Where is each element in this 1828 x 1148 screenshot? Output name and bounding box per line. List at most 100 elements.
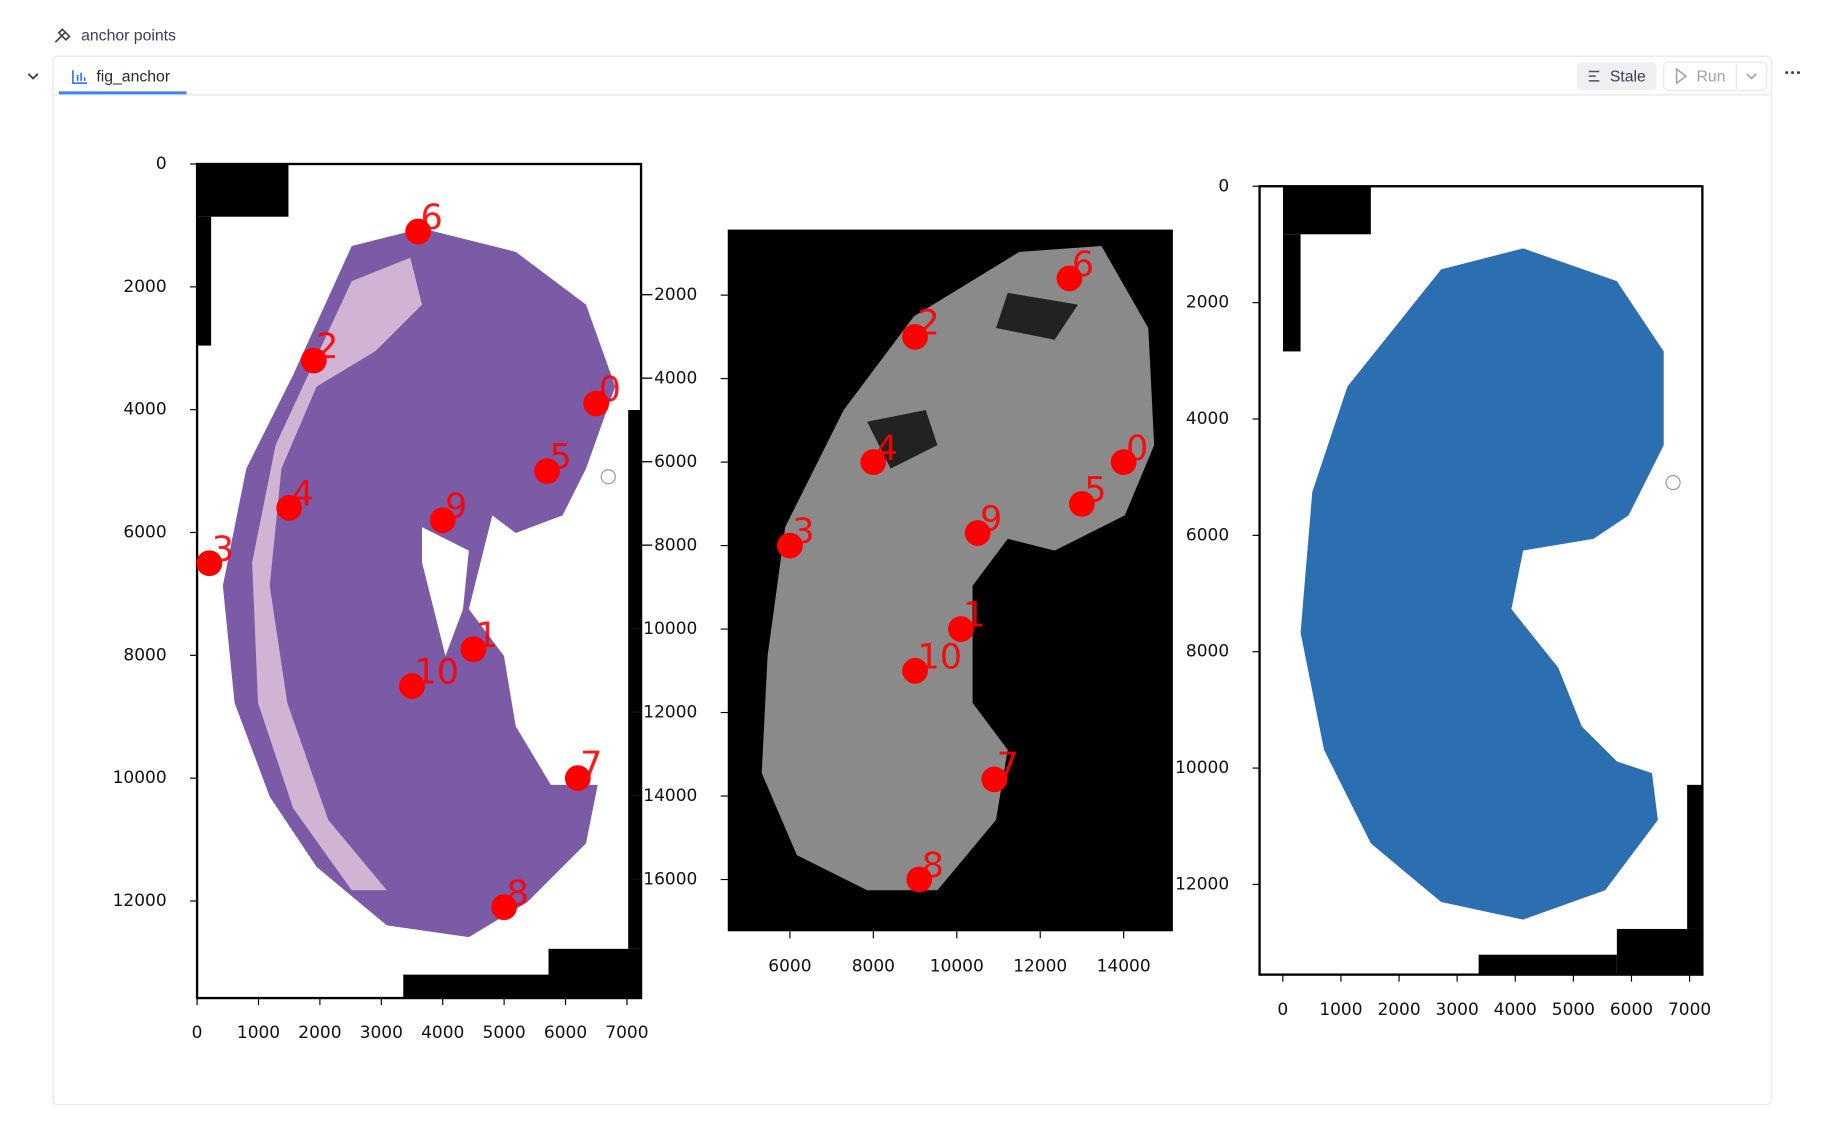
anchor-point xyxy=(399,673,425,699)
image-he xyxy=(195,162,643,1000)
point-label: 2 xyxy=(316,326,338,367)
y-tick-label: 2000 xyxy=(123,277,166,297)
x-tick-label: 7000 xyxy=(1668,1000,1711,1020)
anchor-point xyxy=(564,765,591,792)
y-tick-label: −12000 xyxy=(629,703,697,723)
point-label: 9 xyxy=(980,499,1002,540)
anchor-point xyxy=(902,323,928,350)
y-tick-label: −16000 xyxy=(629,870,697,890)
anchor-point xyxy=(196,550,223,577)
anchor-point xyxy=(777,532,803,559)
cell-card xyxy=(52,55,1773,1106)
y-tick-label: −6000 xyxy=(640,452,697,472)
anchor-point xyxy=(1110,449,1137,475)
x-tick-label: 2000 xyxy=(298,1023,341,1043)
anchor-point xyxy=(276,495,303,521)
anchor-point xyxy=(948,616,974,642)
x-tick-label: 4000 xyxy=(1494,1000,1537,1020)
y-tick-label: 8000 xyxy=(123,645,166,665)
point-label: 1 xyxy=(476,615,498,656)
stale-button[interactable] xyxy=(1577,62,1657,91)
cell-title: anchor points xyxy=(81,27,176,44)
anchor-point xyxy=(1069,490,1095,517)
y-tick-label: 6000 xyxy=(123,523,166,543)
x-tick-label: 7000 xyxy=(605,1023,648,1043)
chart-icon xyxy=(72,70,87,84)
tab-underline xyxy=(58,91,187,95)
x-tick-label: 1000 xyxy=(1319,1000,1362,1020)
point-label: 4 xyxy=(292,474,314,515)
y-tick-label: −8000 xyxy=(640,536,697,556)
point-label: 7 xyxy=(580,744,602,785)
more-menu[interactable] xyxy=(1785,71,1800,75)
point-label: 3 xyxy=(212,529,234,570)
point-label: 8 xyxy=(506,873,528,914)
y-tick-label: 0 xyxy=(156,154,167,174)
stale-label[interactable]: Stale xyxy=(1610,68,1646,85)
x-tick-label: 6000 xyxy=(768,956,811,976)
y-tick-label: −14000 xyxy=(629,786,697,806)
x-tick-label: 8000 xyxy=(852,956,895,976)
point-label: 7 xyxy=(997,745,1019,786)
stale-icon xyxy=(1588,70,1600,82)
x-tick-label: 6000 xyxy=(544,1023,587,1043)
point-label: 5 xyxy=(549,437,571,478)
hammer-icon xyxy=(54,28,71,43)
point-label: 2 xyxy=(917,303,939,344)
tab-label[interactable]: fig_anchor xyxy=(96,68,170,85)
y-tick-label: 0 xyxy=(1218,176,1229,196)
y-tick-label: −2000 xyxy=(640,285,697,305)
point-label: 6 xyxy=(1072,244,1094,285)
x-tick-label: 0 xyxy=(1277,1000,1288,1020)
x-tick-label: 5000 xyxy=(1552,1000,1595,1020)
point-label: 9 xyxy=(445,486,467,527)
point-label: 10 xyxy=(917,636,962,677)
anchor-point xyxy=(981,766,1008,793)
run-menu[interactable] xyxy=(1746,73,1757,80)
anchor-point xyxy=(300,347,327,374)
image-gray xyxy=(727,229,1173,932)
x-tick-label: 3000 xyxy=(360,1023,403,1043)
y-tick-label: 4000 xyxy=(123,400,166,420)
point-label: 6 xyxy=(420,197,442,238)
y-tick-label: −10000 xyxy=(629,619,697,639)
point-label: 0 xyxy=(599,369,621,410)
y-tick-label: 10000 xyxy=(1175,758,1229,778)
anchor-point xyxy=(491,894,518,921)
anchor-point xyxy=(906,866,933,893)
anchor-point xyxy=(534,458,560,484)
point-label: 3 xyxy=(792,511,814,552)
x-tick-label: 12000 xyxy=(1013,956,1067,976)
anchor-point xyxy=(902,657,928,684)
anchor-point xyxy=(429,507,456,534)
y-tick-label: 2000 xyxy=(1186,293,1229,313)
anchor-point xyxy=(460,636,487,663)
point-label: 5 xyxy=(1084,470,1106,511)
anchor-point xyxy=(1056,265,1083,292)
point-label: 0 xyxy=(1126,428,1148,469)
x-tick-label: 10000 xyxy=(930,956,984,976)
point-label: 10 xyxy=(414,652,459,693)
anchor-point xyxy=(964,520,991,546)
point-label: 1 xyxy=(963,595,985,636)
collapse-toggle[interactable] xyxy=(27,73,39,80)
x-tick-label: 14000 xyxy=(1097,956,1151,976)
anchor-point xyxy=(583,390,610,417)
x-tick-label: 3000 xyxy=(1436,1000,1479,1020)
anchor-point xyxy=(405,218,432,245)
run-label[interactable]: Run xyxy=(1697,68,1726,85)
y-tick-label: 12000 xyxy=(1175,874,1229,894)
run-button[interactable] xyxy=(1663,61,1768,91)
x-tick-label: 2000 xyxy=(1377,1000,1420,1020)
y-tick-label: 12000 xyxy=(113,891,167,911)
point-label: 8 xyxy=(922,845,944,886)
y-tick-label: −4000 xyxy=(640,369,697,389)
y-tick-label: 8000 xyxy=(1186,642,1229,662)
image-blue xyxy=(1258,185,1704,976)
point-label: 4 xyxy=(876,428,898,469)
x-tick-label: 1000 xyxy=(237,1023,280,1043)
x-tick-label: 5000 xyxy=(483,1023,526,1043)
run-icon xyxy=(1675,67,1688,85)
